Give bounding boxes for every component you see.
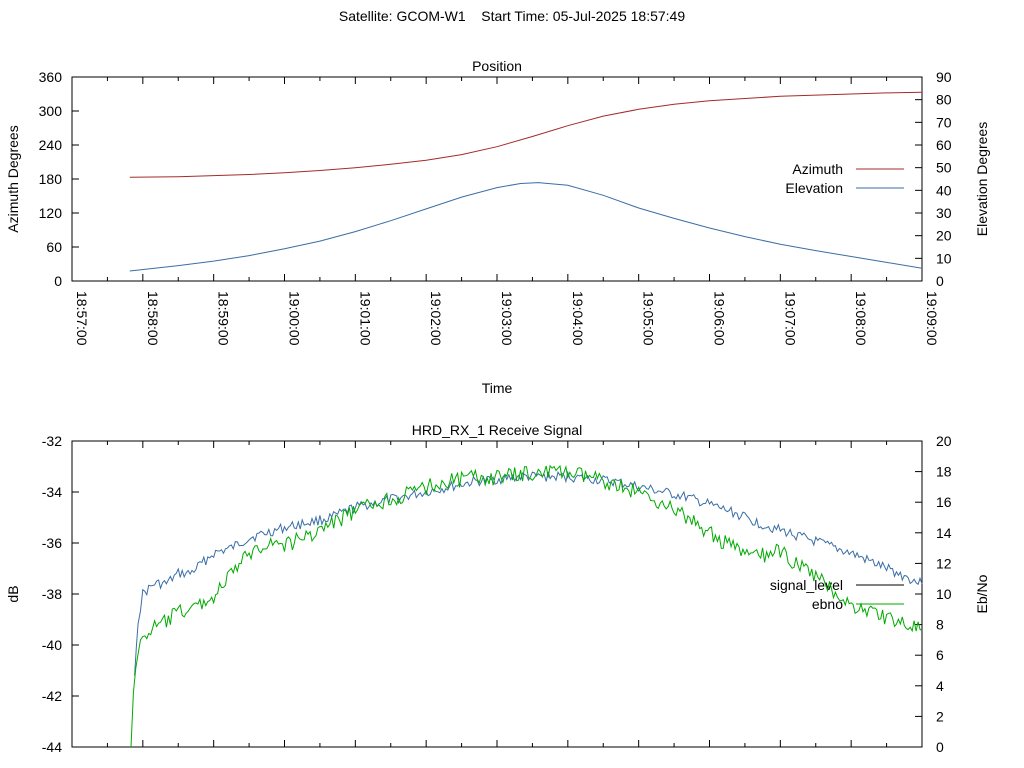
- y2-tick-label: 18: [936, 464, 952, 480]
- y2-tick-label: 20: [936, 228, 952, 244]
- y-tick-label: 360: [39, 69, 63, 85]
- legend-label-elevation: Elevation: [785, 180, 843, 196]
- x-tick-label: 19:01:00: [357, 291, 373, 346]
- y-tick-label: 240: [39, 137, 63, 153]
- y-tick-label: -34: [42, 484, 62, 500]
- series-line-azimuth: [129, 91, 923, 178]
- series-line-ebno: [130, 464, 923, 748]
- y2-tick-label: 10: [936, 250, 952, 266]
- series-line-elevation: [129, 182, 923, 272]
- legend-label-azimuth: Azimuth: [792, 161, 843, 177]
- x-tick-label: 19:06:00: [712, 291, 728, 346]
- legend-label-ebno: ebno: [812, 596, 843, 612]
- x-tick-label: 19:05:00: [641, 291, 657, 346]
- y-tick-label: 180: [39, 171, 63, 187]
- chart-title: HRD_RX_1 Receive Signal: [412, 422, 582, 438]
- y2-tick-label: 8: [936, 617, 944, 633]
- y2-tick-label: 60: [936, 137, 952, 153]
- x-tick-label: 19:07:00: [782, 291, 798, 346]
- y2-tick-label: 2: [936, 708, 944, 724]
- x-tick-label: 19:04:00: [570, 291, 586, 346]
- y2-tick-label: 70: [936, 114, 952, 130]
- plot-frame: [71, 440, 923, 748]
- y2-tick-label: 6: [936, 647, 944, 663]
- start-time-label: Start Time: 05-Jul-2025 18:57:49: [481, 8, 686, 24]
- y-tick-label: 0: [54, 273, 62, 289]
- plot-frame: [71, 76, 923, 282]
- y2-tick-label: 4: [936, 678, 944, 694]
- y2-tick-label: 0: [936, 739, 944, 755]
- series-line-signal-level: [134, 470, 923, 676]
- y-tick-label: -32: [42, 433, 62, 449]
- x-tick-label: 18:58:00: [145, 291, 161, 346]
- y2-tick-label: 12: [936, 555, 952, 571]
- y2-tick-label: 14: [936, 525, 952, 541]
- x-tick-label: 18:59:00: [216, 291, 232, 346]
- y2-tick-label: 80: [936, 92, 952, 108]
- y-tick-label: 60: [46, 239, 62, 255]
- x-tick-label: 19:09:00: [924, 291, 940, 346]
- y2-axis-label: Elevation Degrees: [974, 122, 990, 236]
- x-tick-label: 19:08:00: [853, 291, 869, 346]
- chart-position: Position 0 60 120 180 240 300 360 0 10 20 30 40 50 60 7…: [5, 58, 990, 396]
- y-axis-label: dB: [5, 585, 21, 602]
- y-tick-label: -38: [42, 586, 62, 602]
- y-tick-label: -44: [42, 739, 62, 755]
- chart-title: Position: [472, 58, 522, 74]
- y2-axis-label: Eb/No: [974, 574, 990, 613]
- y-tick-label: -36: [42, 535, 62, 551]
- x-axis-label: Time: [482, 380, 513, 396]
- y-tick-label: 300: [39, 103, 63, 119]
- y2-tick-label: 20: [936, 433, 952, 449]
- x-tick-label: 19:02:00: [428, 291, 444, 346]
- y2-tick-label: 90: [936, 69, 952, 85]
- y2-tick-label: 30: [936, 205, 952, 221]
- y-tick-label: 120: [39, 205, 63, 221]
- y2-tick-label: 16: [936, 494, 952, 510]
- y2-tick-label: 10: [936, 586, 952, 602]
- chart-hrd-rx-1-receive-signal: HRD_RX_1 Receive Signal -44 -42 -40 -38 -36 -3…: [5, 422, 990, 755]
- y-tick-label: -40: [42, 637, 62, 653]
- y2-tick-label: 50: [936, 160, 952, 176]
- page-title: Satellite: GCOM-W1 Start Time: 05-Jul-20…: [0, 8, 1024, 24]
- y2-tick-label: 40: [936, 182, 952, 198]
- y-axis-label: Azimuth Degrees: [5, 125, 21, 232]
- y-tick-label: -42: [42, 688, 62, 704]
- x-tick-label: 19:00:00: [287, 291, 303, 346]
- satellite-label: Satellite: GCOM-W1: [338, 8, 466, 24]
- x-tick-label: 19:03:00: [499, 291, 515, 346]
- x-tick-label: 18:57:00: [74, 291, 90, 346]
- y2-tick-label: 0: [936, 273, 944, 289]
